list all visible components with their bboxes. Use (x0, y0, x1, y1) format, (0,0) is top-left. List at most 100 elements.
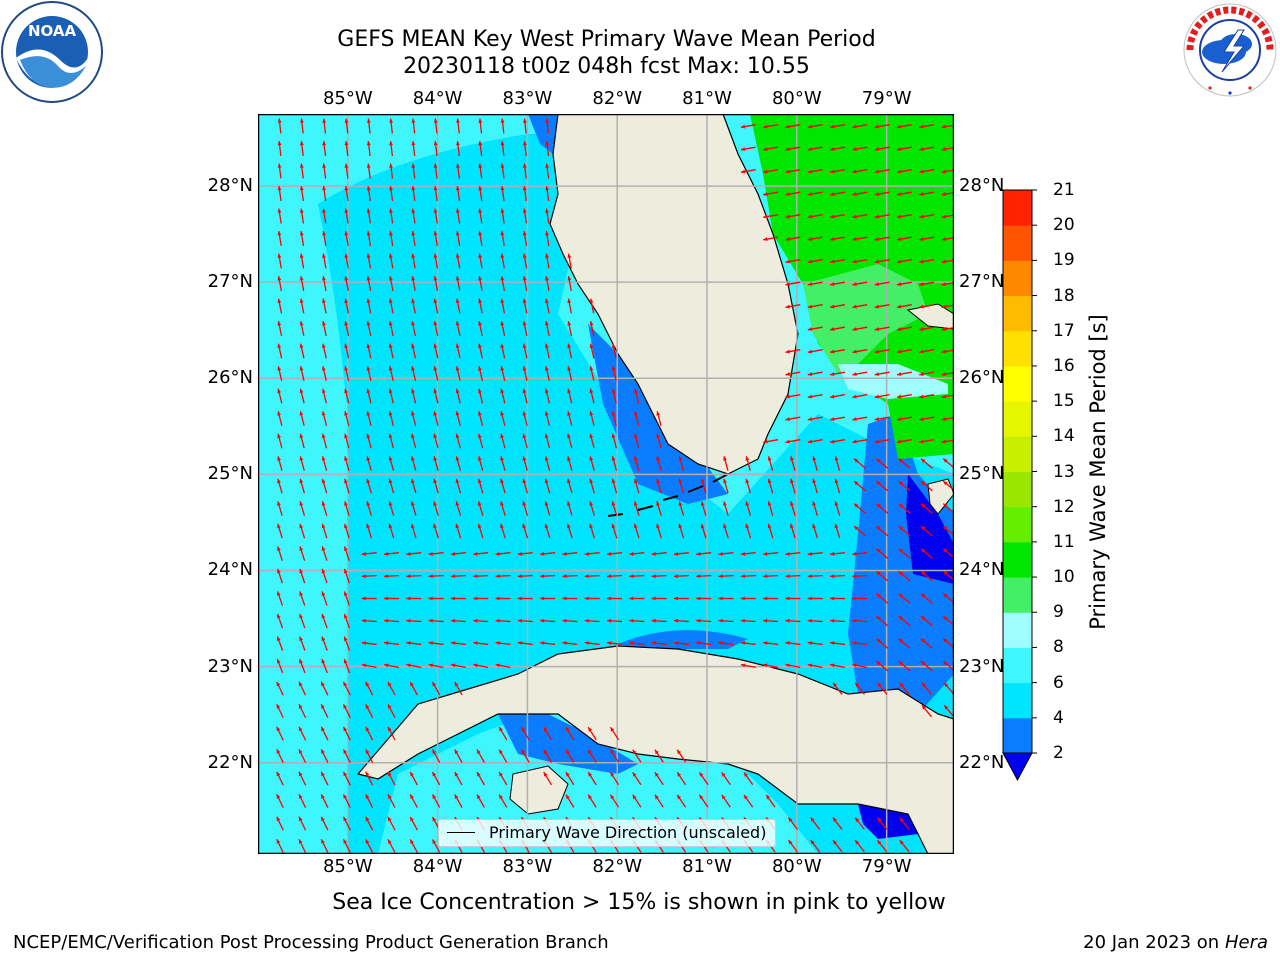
wave-direction-arrow (874, 349, 890, 354)
wave-direction-arrow (276, 636, 284, 651)
wave-direction-arrow (785, 439, 801, 444)
wave-direction-arrow (740, 574, 756, 579)
shelf-zone (498, 714, 638, 774)
wave-direction-arrow (298, 681, 307, 696)
lat-tick-label: 22°N (207, 751, 253, 773)
wave-direction-arrow (344, 253, 349, 269)
wave-direction-arrow (388, 478, 395, 494)
wave-direction-arrow (299, 253, 305, 269)
colorbar-segment (1003, 260, 1032, 297)
wave-direction-arrow (609, 749, 620, 763)
wave-direction-arrow (567, 478, 573, 494)
wave-direction-arrow (790, 523, 796, 539)
wave-direction-arrow (320, 748, 329, 764)
wave-direction-arrow (785, 214, 801, 219)
wave-direction-arrow (322, 185, 327, 202)
wave-direction-arrow (852, 259, 868, 264)
wave-direction-arrow (920, 480, 933, 492)
wave-direction-arrow (834, 478, 841, 494)
wave-direction-arrow (383, 596, 400, 601)
wave-direction-arrow (388, 253, 394, 269)
wave-direction-arrow (785, 259, 801, 264)
wave-direction-arrow (387, 704, 396, 718)
wave-direction-arrow (321, 523, 328, 539)
wave-direction-arrow (544, 433, 551, 449)
wave-direction-arrow (344, 478, 350, 494)
wave-direction-arrow (852, 214, 868, 219)
wave-direction-arrow (562, 574, 578, 579)
wave-direction-arrow (411, 321, 416, 336)
wave-direction-arrow (721, 794, 731, 808)
wave-direction-arrow (298, 726, 307, 741)
wave-direction-arrow (740, 146, 756, 152)
wave-direction-arrow (543, 749, 553, 763)
wave-direction-arrow (277, 501, 283, 516)
wave-direction-arrow (740, 169, 756, 174)
wave-direction-arrow (322, 276, 327, 291)
wave-direction-arrow (361, 641, 377, 646)
wave-direction-arrow (567, 276, 572, 291)
wave-direction-arrow (454, 749, 463, 763)
wave-direction-arrow (343, 568, 350, 584)
wave-direction-arrow (522, 118, 527, 134)
wave-direction-arrow (698, 771, 709, 786)
wave-direction-arrow (366, 343, 372, 359)
wave-direction-arrow (365, 794, 374, 808)
wave-direction-arrow (500, 185, 505, 202)
map-canvas (257, 113, 957, 855)
wave-direction-arrow (365, 681, 374, 696)
wave-direction-arrow (321, 658, 328, 674)
wave-direction-arrow (589, 298, 595, 314)
wave-direction-arrow (277, 321, 283, 336)
lon-tick-label: 84°W (412, 88, 463, 109)
wave-direction-arrow (898, 638, 911, 649)
wave-direction-arrow (500, 411, 506, 426)
wave-direction-arrow (299, 501, 306, 516)
wave-direction-arrow (477, 433, 484, 449)
wave-direction-arrow (343, 613, 351, 629)
wave-direction-arrow (361, 574, 377, 579)
colorbar-tick-label: 6 (1053, 672, 1064, 693)
wave-direction-arrow (522, 208, 528, 224)
wave-direction-arrow (299, 276, 305, 291)
wave-direction-arrow (366, 321, 372, 336)
wave-direction-arrow (277, 478, 283, 494)
lat-tick-label: 27°N (959, 271, 1005, 293)
wave-direction-arrow (299, 456, 305, 471)
wave-direction-arrow (410, 523, 417, 539)
wave-direction-arrow (299, 411, 305, 426)
wave-direction-arrow (611, 366, 617, 381)
wave-direction-arrow (854, 817, 865, 830)
wave-direction-arrow (584, 618, 600, 623)
wave-direction-arrow (629, 641, 645, 646)
wave-direction-arrow (830, 304, 845, 309)
wave-direction-arrow (366, 253, 372, 269)
wave-direction-arrow (785, 124, 801, 129)
wave-direction-arrow (500, 523, 506, 539)
wave-direction-arrow (455, 343, 461, 359)
wave-direction-arrow (567, 501, 573, 516)
wave-direction-arrow (456, 118, 460, 134)
wave-direction-arrow (431, 681, 441, 696)
wave-direction-arrow (299, 163, 304, 179)
wave-direction-arrow (361, 596, 377, 601)
wave-direction-arrow (365, 771, 374, 786)
wave-direction-arrow (807, 618, 823, 623)
wave-direction-arrow (477, 388, 484, 404)
wave-direction-arrow (321, 321, 327, 336)
wave-direction-arrow (611, 388, 617, 404)
wave-direction-arrow (785, 281, 801, 287)
lat-tick-label: 25°N (207, 463, 253, 485)
wave-direction-arrow (834, 523, 841, 539)
wave-direction-arrow (495, 641, 511, 646)
wave-direction-arrow (875, 615, 889, 627)
wave-direction-arrow (321, 366, 327, 381)
lon-tick-label: 84°W (412, 856, 463, 877)
wave-direction-arrow (500, 433, 506, 449)
wave-direction-arrow (830, 394, 845, 399)
wave-direction-arrow (633, 456, 640, 471)
wave-direction-arrow (852, 371, 868, 377)
wave-direction-arrow (807, 574, 823, 579)
wave-direction-arrow (921, 682, 932, 695)
wave-direction-arrow (874, 191, 890, 197)
